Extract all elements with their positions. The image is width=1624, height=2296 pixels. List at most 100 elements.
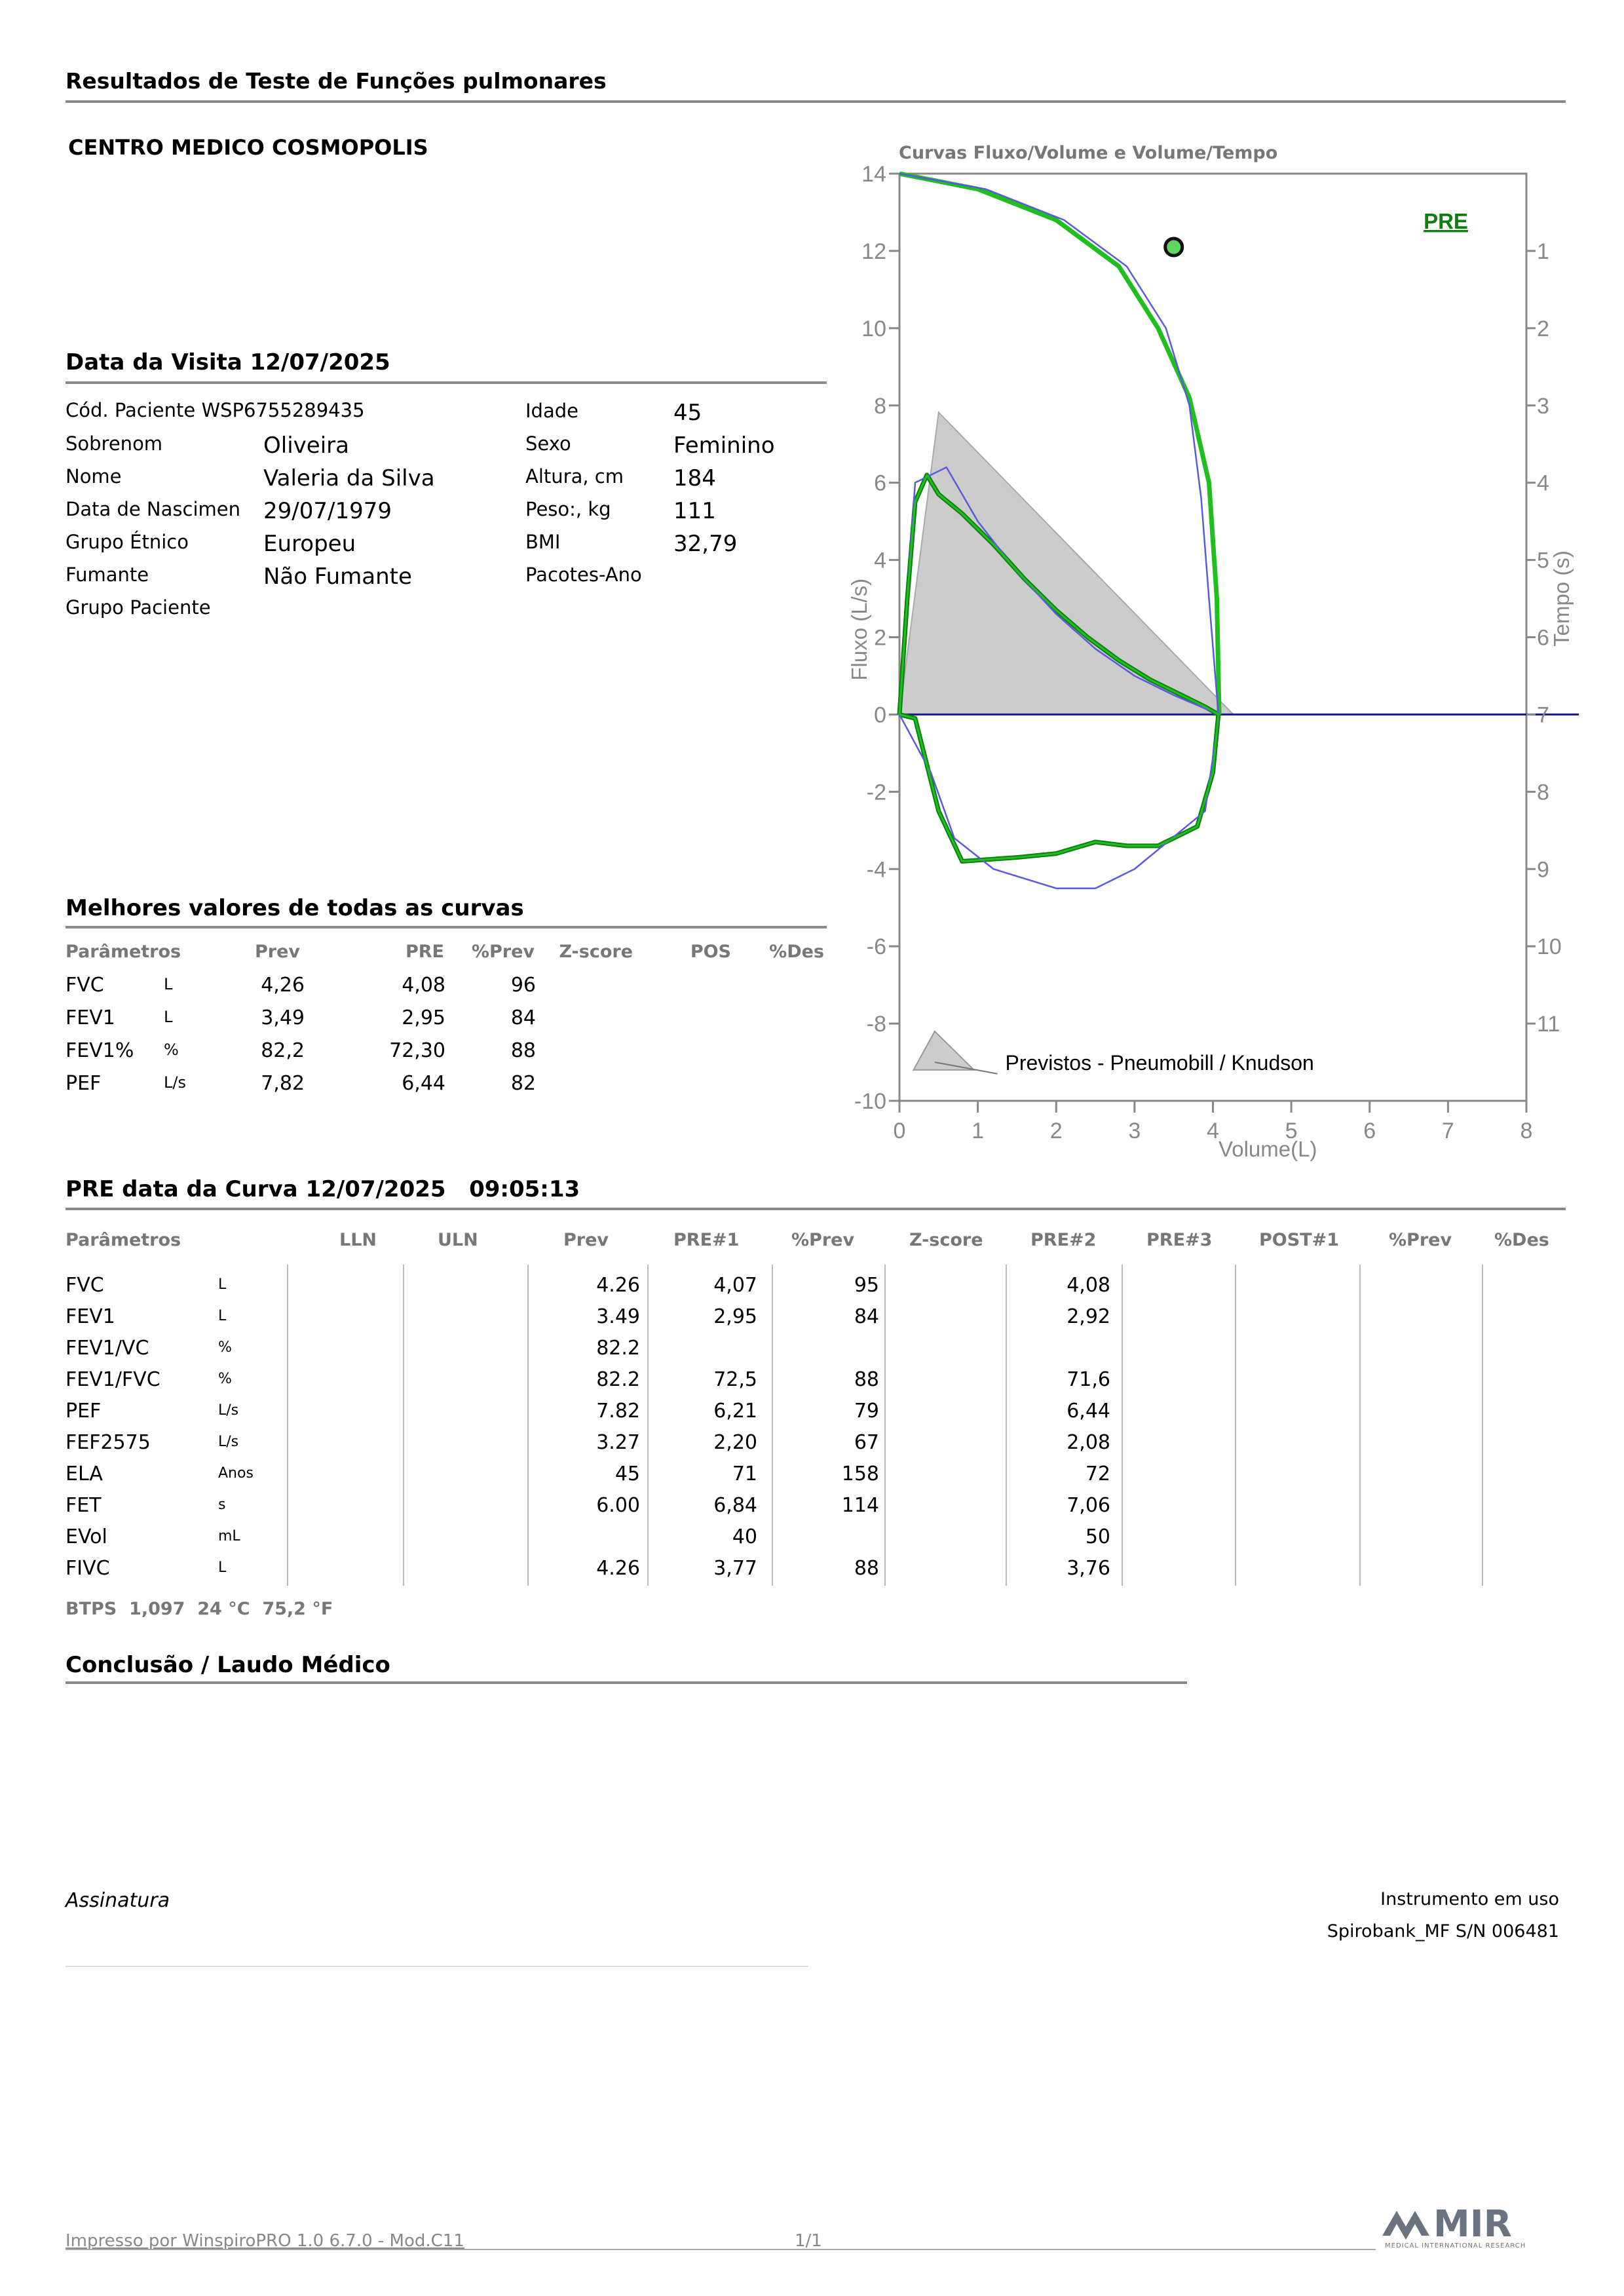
y2-tick-label: 10 (1537, 934, 1562, 959)
y-tick-label: 8 (874, 394, 886, 419)
column-divider (1359, 1265, 1361, 1586)
chart-title: Curvas Fluxo/Volume e Volume/Tempo (899, 143, 1278, 163)
curve-divider (66, 1208, 1566, 1210)
footer-page: 1/1 (795, 2231, 822, 2251)
y-tick-label: 6 (874, 471, 886, 496)
column-divider (527, 1265, 529, 1586)
best-divider (66, 926, 827, 928)
visit-field-label: Grupo Étnico (66, 531, 189, 553)
curve-unit: Anos (218, 1465, 254, 1482)
curve-prev: 7.82 (596, 1400, 640, 1423)
curve-header: PRE#2 (1030, 1230, 1097, 1250)
curve-pre2: 2,92 (1067, 1305, 1110, 1328)
best-param: FEV1% (66, 1039, 134, 1062)
x-tick-label: 3 (1128, 1119, 1141, 1143)
flow-volume-chart: 0 1 2 3 4 5 6 7 814121086420-2-4-6-8-10123456789… (847, 162, 1579, 1161)
curve-pre2: 72 (1085, 1463, 1110, 1485)
y2-tick-label: 4 (1537, 471, 1549, 496)
footer-printed-by: Impresso por WinspiroPRO 1.0 6.7.0 - Mod… (66, 2231, 464, 2251)
signature-line (66, 1966, 808, 1967)
curve-unit: s (218, 1497, 226, 1513)
curve-prev: 3.27 (596, 1431, 640, 1454)
curve-param: FET (66, 1494, 102, 1517)
curve-param: PEF (66, 1400, 102, 1423)
visit-field-label: Sobrenom (66, 432, 163, 455)
curve-prev: 4.26 (596, 1557, 640, 1580)
best-title: Melhores valores de todas as curvas (66, 895, 524, 921)
btps-line: BTPS 1,097 24 °C 75,2 °F (66, 1599, 333, 1619)
best-unit: % (164, 1041, 179, 1059)
x-axis-label: Volume(L) (1218, 1137, 1317, 1161)
column-divider (884, 1265, 886, 1586)
visit-field-value: 29/07/1979 (263, 498, 392, 524)
curve-param: FIVC (66, 1557, 110, 1580)
best-prev: 3,49 (261, 1006, 305, 1029)
report-title: Resultados de Teste de Funções pulmonare… (66, 68, 607, 94)
best-param: FVC (66, 974, 104, 997)
best-pct: 88 (510, 1039, 536, 1062)
curve-unit: L (218, 1276, 227, 1293)
best-param: PEF (66, 1072, 102, 1095)
curve-pre1: 4,07 (713, 1274, 757, 1297)
x-tick-label: 6 (1363, 1119, 1376, 1143)
best-pct: 96 (510, 974, 536, 997)
y2-tick-label: 1 (1537, 239, 1549, 264)
visit-field-value: Oliveira (263, 432, 349, 459)
y-tick-label: 4 (874, 548, 886, 573)
curve-param: FEV1 (66, 1305, 115, 1328)
mir-logo-mark-icon (1382, 2211, 1429, 2240)
curve-pct: 95 (854, 1274, 879, 1297)
y-tick-label: 2 (874, 626, 886, 651)
curve-unit: mL (218, 1528, 240, 1544)
clinic-name: CENTRO MEDICO COSMOPOLIS (68, 135, 428, 160)
y2-tick-label: 6 (1537, 626, 1549, 651)
title-divider (66, 100, 1566, 103)
curve-param: EVol (66, 1525, 107, 1548)
curve-pre1: 2,95 (713, 1305, 757, 1328)
curve-param: FEV1/VC (66, 1337, 149, 1360)
best-unit: L (164, 975, 173, 993)
visit-field-value: Valeria da Silva (263, 465, 435, 491)
visit-field-label: Nome (66, 465, 122, 488)
curve-unit: L/s (218, 1434, 239, 1450)
y2-tick-label: 9 (1537, 857, 1549, 882)
curve-pct: 79 (854, 1400, 879, 1423)
column-divider (287, 1265, 288, 1586)
curve-header: %Prev (791, 1230, 855, 1250)
curve-pre1: 72,5 (713, 1368, 757, 1391)
curve-prev: 3.49 (596, 1305, 640, 1328)
curve-pct: 67 (854, 1431, 879, 1454)
curve-header: PRE#1 (673, 1230, 740, 1250)
y-tick-label: -4 (867, 857, 886, 882)
curve-title: PRE data da Curva 12/07/2025 09:05:13 (66, 1176, 580, 1202)
best-header: %Des (769, 942, 824, 962)
curve-header: ULN (438, 1230, 478, 1250)
visit-field-value: Feminino (673, 432, 775, 459)
curve-header: PRE#3 (1146, 1230, 1213, 1250)
y2-tick-label: 8 (1537, 780, 1549, 805)
best-header: Parâmetros (66, 942, 181, 962)
curve-pct: 88 (854, 1557, 879, 1580)
x-tick-label: 7 (1442, 1119, 1454, 1143)
curve-pct: 158 (841, 1463, 879, 1485)
curve-prev: 82.2 (596, 1368, 640, 1391)
y-tick-label: 0 (874, 702, 886, 727)
curve-header: LLN (339, 1230, 377, 1250)
y-tick-label: -8 (867, 1012, 886, 1037)
y-axis-label: Fluxo (L/s) (847, 579, 871, 681)
visit-field-value: Não Fumante (263, 564, 412, 590)
curve-pre1: 3,77 (713, 1557, 757, 1580)
visit-field-label: Peso:, kg (525, 498, 611, 520)
legend-swatch-line (934, 1062, 998, 1075)
best-pre: 2,95 (402, 1006, 445, 1029)
series-volume-time (899, 171, 1222, 715)
curve-pre2: 2,08 (1067, 1431, 1110, 1454)
curve-pre1: 6,84 (713, 1494, 757, 1517)
curve-header: Prev (563, 1230, 609, 1250)
y2-axis-label: Tempo (s) (1549, 550, 1574, 647)
mir-logo-text: MIR (1433, 2203, 1512, 2246)
visit-field-value: Europeu (263, 531, 356, 557)
visit-field-value: 111 (673, 498, 716, 524)
curve-header: Parâmetros (66, 1230, 181, 1250)
conclusion-title: Conclusão / Laudo Médico (66, 1652, 390, 1678)
